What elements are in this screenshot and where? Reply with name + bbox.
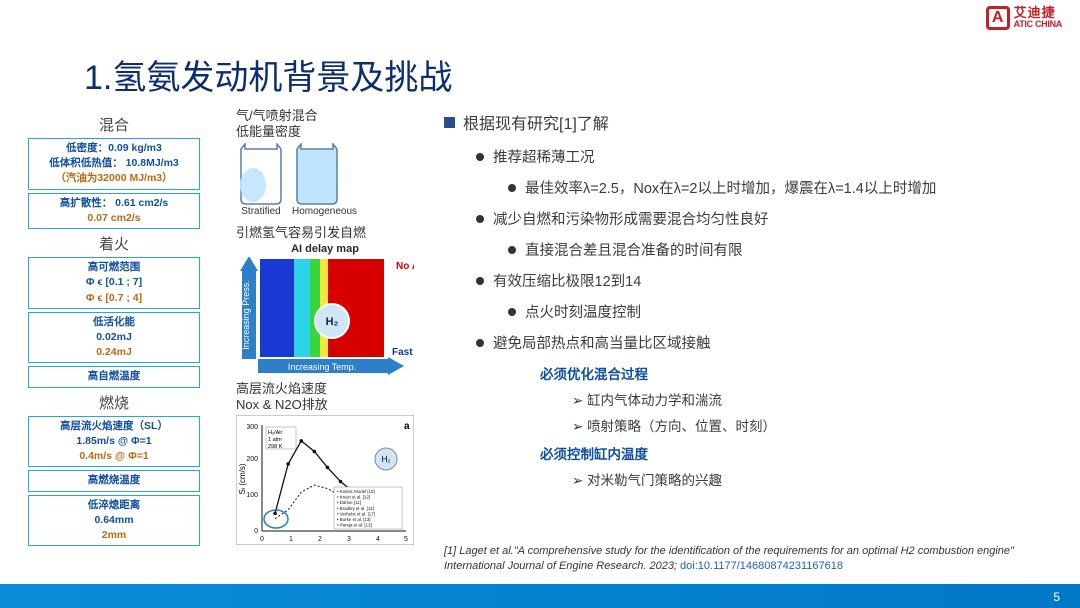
svg-text:H₂: H₂ — [382, 455, 391, 464]
bullet-cr: 有效压缩比极限12到14 — [476, 270, 1050, 291]
prop-flamespeed: 高层流火焰速度（SL） 1.85m/s @ Φ=1 0.4m/s @ Φ=1 — [28, 416, 200, 468]
svg-text:100: 100 — [246, 492, 258, 499]
bullet-ign-temp: 点火时刻温度控制 — [508, 301, 1050, 322]
svg-text:a: a — [404, 421, 410, 432]
svg-text:300: 300 — [246, 424, 258, 431]
bullet-lean: 推荐超稀薄工况 — [476, 146, 1050, 167]
properties-column: 混合 低密度：0.09 kg/m3 低体积低热值： 10.8MJ/m3 （汽油为… — [28, 110, 200, 549]
prop-combustion-temp: 高燃烧温度 — [28, 470, 200, 491]
logo-en: ATIC CHINA — [1014, 20, 1062, 29]
svg-text:1: 1 — [289, 536, 293, 543]
ai-delay-map: Increasing Temp. Increasing Press. H₂ No… — [236, 257, 414, 375]
svg-text:• Verhelst et al. [17]: • Verhelst et al. [17] — [337, 512, 375, 517]
spray-homogeneous-label: Homogeneous — [292, 206, 357, 217]
svg-text:• Pareja et al. [12]: • Pareja et al. [12] — [337, 523, 372, 528]
svg-text:Fast AI: Fast AI — [392, 347, 414, 358]
category-combustion: 燃烧 — [28, 392, 200, 413]
findings-column: 根据现有研究[1]了解 推荐超稀薄工况 最佳效率λ=2.5，Nox在λ=2以上时… — [444, 110, 1050, 495]
prop-flammability: 高可燃范围 Φ ϵ [0.1 ; 7] Φ ϵ [0.7 ; 4] — [28, 257, 200, 309]
arrow-injection: 喷射策略（方向、位置、时刻） — [572, 415, 1050, 435]
bullet-homogeneity: 减少自燃和污染物形成需要混合均匀性良好 — [476, 208, 1050, 229]
logo-mark-icon: A — [986, 6, 1010, 30]
svg-text:4: 4 — [376, 536, 380, 543]
subheading-control-temp: 必须控制缸内温度 — [540, 443, 1050, 463]
bullet-mixing-time: 直接混合差且混合准备的时间有限 — [508, 239, 1050, 260]
arrow-miller: 对米勒气门策略的兴趣 — [572, 469, 1050, 489]
svg-text:298 K: 298 K — [268, 444, 283, 450]
svg-text:• Dahoe [11]: • Dahoe [11] — [337, 500, 361, 505]
page-title: 1.氢氨发动机背景及挑战 — [84, 50, 452, 99]
svg-text:• Krejci et al. [12]: • Krejci et al. [12] — [337, 495, 370, 500]
spray-stratified-icon — [236, 143, 286, 205]
svg-text:• Bradley et al. [14]: • Bradley et al. [14] — [337, 506, 374, 511]
category-ignition: 着火 — [28, 233, 200, 254]
category-mixing: 混合 — [28, 114, 200, 135]
svg-text:• Burke et al. [13]: • Burke et al. [13] — [337, 517, 371, 522]
prop-diffusion: 高扩散性： 0.61 cm2/s 0.07 cm2/s — [28, 193, 200, 229]
citation-doi: doi:10.1177/14680874231167618 — [680, 560, 843, 572]
ai-delay-title: AI delay map — [236, 243, 414, 255]
prop-density: 低密度：0.09 kg/m3 低体积低热值： 10.8MJ/m3 （汽油为320… — [28, 138, 200, 190]
heading-findings: 根据现有研究[1]了解 — [444, 110, 1050, 134]
brand-logo: A 艾迪捷 ATIC CHINA — [986, 6, 1062, 30]
svg-text:No AI: No AI — [396, 261, 414, 272]
mid-label-autoignition: 引燃氢气容易引发自燃 — [236, 225, 424, 241]
svg-text:3: 3 — [347, 536, 351, 543]
svg-text:1 atm: 1 atm — [268, 437, 282, 443]
prop-activation: 低活化能 0.02mJ 0.24mJ — [28, 312, 200, 364]
svg-text:0: 0 — [254, 528, 258, 535]
page-number: 5 — [1053, 590, 1060, 604]
spray-homogeneous-icon — [292, 143, 342, 205]
svg-text:H₂: H₂ — [326, 316, 339, 328]
svg-text:H₂/Air: H₂/Air — [268, 430, 283, 436]
spray-diagrams: Stratified Homogeneous — [236, 143, 424, 217]
citation: [1] Laget et al."A comprehensive study f… — [444, 544, 1048, 574]
mid-label-injection: 气/气喷射混合 低能量密度 — [236, 108, 424, 141]
prop-quench: 低淬熄距离 0.64mm 2mm — [28, 495, 200, 547]
flame-speed-chart: 0 100 200 300 Sₗ (cm/s) 0 1 2 3 4 5 — [236, 415, 414, 545]
diagrams-column: 气/气喷射混合 低能量密度 Stratified Homogeneous 引燃氢… — [236, 108, 424, 545]
bullet-hotspot: 避免局部热点和高当量比区域接触 — [476, 332, 1050, 353]
footer-bar — [0, 584, 1080, 608]
svg-text:Increasing Press.: Increasing Press. — [241, 280, 251, 350]
mid-label-flame-nox: 高层流火焰速度 Nox & N2O排放 — [236, 381, 424, 414]
spray-stratified-label: Stratified — [236, 206, 286, 217]
svg-text:5: 5 — [404, 536, 408, 543]
svg-text:Sₗ (cm/s): Sₗ (cm/s) — [238, 463, 247, 494]
svg-text:• Kinetic Model [10]: • Kinetic Model [10] — [337, 489, 375, 494]
svg-text:0: 0 — [260, 536, 264, 543]
bullet-lambda: 最佳效率λ=2.5，Nox在λ=2以上时增加，爆震在λ=1.4以上时增加 — [508, 177, 1050, 198]
logo-cn: 艾迪捷 — [1014, 6, 1062, 20]
prop-autoignition: 高自燃温度 — [28, 366, 200, 387]
arrow-incylinder: 缸内气体动力学和湍流 — [572, 389, 1050, 409]
subheading-optimize-mixing: 必须优化混合过程 — [540, 363, 1050, 383]
svg-text:Increasing Temp.: Increasing Temp. — [288, 362, 356, 372]
svg-text:200: 200 — [246, 456, 258, 463]
svg-text:2: 2 — [318, 536, 322, 543]
